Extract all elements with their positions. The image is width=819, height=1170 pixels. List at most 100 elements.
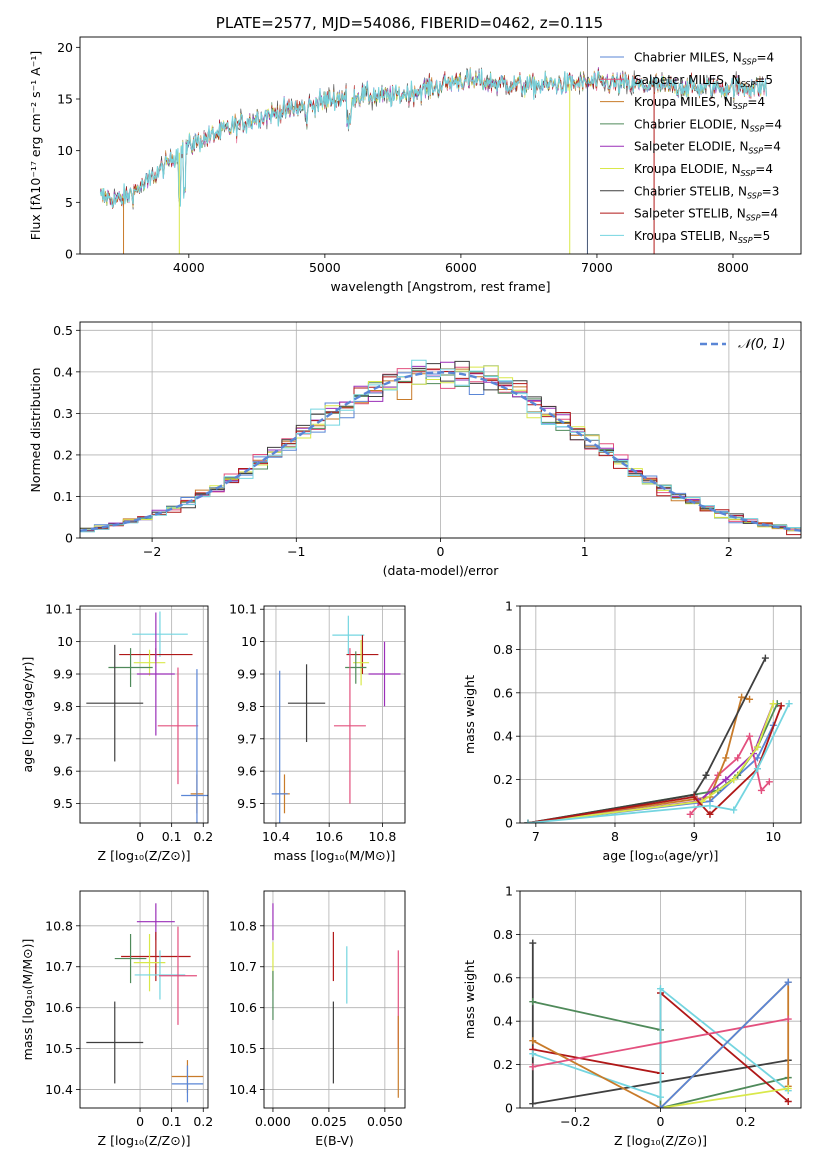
x-tick-label: 0.2 bbox=[193, 829, 213, 844]
y-tick-label: 10.7 bbox=[45, 959, 73, 974]
legend-n-value: 3 bbox=[772, 184, 780, 198]
x-axis-label: wavelength [Angstrom, rest frame] bbox=[330, 279, 550, 294]
y-tick-label: 0 bbox=[65, 247, 73, 262]
weight-marker bbox=[765, 778, 773, 786]
legend-name: Salpeter MILES bbox=[634, 73, 724, 87]
y-tick-label: 0.3 bbox=[53, 406, 73, 421]
x-tick-label: −2 bbox=[143, 544, 161, 559]
y-tick-label: 10.8 bbox=[45, 918, 73, 933]
y-tick-label: 0.1 bbox=[53, 489, 73, 504]
y-axis-label: mass weight bbox=[462, 675, 477, 754]
x-tick-label: 0.1 bbox=[162, 829, 182, 844]
x-tick-label: 7 bbox=[532, 829, 540, 844]
y-axis-label: age [log₁₀(age/yr)] bbox=[20, 657, 35, 773]
plot-area bbox=[271, 615, 401, 823]
weight-series bbox=[532, 1018, 789, 1068]
x-tick-label: 0 bbox=[437, 544, 445, 559]
axes-frame bbox=[79, 36, 802, 255]
weight-marker bbox=[657, 1104, 664, 1108]
legend-name: Chabrier ELODIE bbox=[634, 117, 733, 131]
weight-marker bbox=[722, 776, 730, 784]
legend-label: Chabrier MILES, NSSP=4 bbox=[634, 51, 774, 67]
y-tick-label: 9.7 bbox=[237, 731, 257, 746]
weight-marker bbox=[524, 819, 532, 823]
legend-eq: = bbox=[760, 207, 770, 221]
errorbar-point bbox=[133, 933, 166, 992]
errorbar-point bbox=[133, 649, 166, 676]
x-tick-label: 0.2 bbox=[736, 1114, 756, 1129]
legend-sub: SSP bbox=[747, 191, 762, 200]
y-tick-label: 9.8 bbox=[237, 699, 257, 714]
y-tick-label: 9.6 bbox=[53, 764, 73, 779]
y-tick-label: 0.5 bbox=[53, 323, 73, 338]
weight-marker bbox=[706, 810, 714, 818]
spectrum-line bbox=[99, 68, 767, 208]
y-tick-label: 10 bbox=[241, 634, 257, 649]
y-tick-label: 5 bbox=[65, 195, 73, 210]
y-tick-label: 1 bbox=[505, 884, 513, 899]
legend-eq: = bbox=[755, 73, 765, 87]
legend-sep: , bbox=[724, 162, 732, 176]
x-axis-label: E(B-V) bbox=[315, 1133, 354, 1148]
legend-name: Kroupa STELIB bbox=[634, 229, 721, 243]
legend-eq: = bbox=[753, 229, 763, 243]
legend-label: Kroupa MILES, NSSP=4 bbox=[634, 95, 765, 111]
y-tick-label: 10.1 bbox=[229, 602, 257, 617]
errorbar-point bbox=[159, 926, 197, 1025]
y-tick-label: 0.2 bbox=[493, 1057, 513, 1072]
weight-marker bbox=[730, 806, 738, 814]
axes-frame bbox=[519, 890, 802, 1109]
legend-n-value: 4 bbox=[773, 140, 781, 154]
x-tick-label: 0.000 bbox=[255, 1114, 291, 1129]
y-tick-label: 10.4 bbox=[229, 1082, 257, 1097]
weight-marker bbox=[690, 793, 698, 801]
y-tick-label: 0.6 bbox=[493, 685, 513, 700]
chart-spectrum: 4000 5000 6000 7000 8000 0 5 10 15 20 wavelength [… bbox=[28, 36, 802, 294]
x-tick-label: 6000 bbox=[445, 260, 477, 275]
plot-area bbox=[524, 654, 793, 823]
legend-n: N bbox=[724, 95, 733, 109]
plot-area bbox=[272, 903, 399, 1098]
legend-name: Chabrier STELIB bbox=[634, 184, 730, 198]
legend-n: N bbox=[737, 207, 746, 221]
chart-residuals: −2 −1 0 1 2 0 0.1 0.2 0.3 0.4 0.5 (data-model)/erro… bbox=[28, 321, 802, 578]
legend-eq: = bbox=[764, 117, 774, 131]
weight-marker bbox=[738, 693, 746, 701]
x-axis-label: Z [log₁₀(Z/Z⊙)] bbox=[98, 848, 191, 863]
chart-mass-vs-ebv: 0.000 0.025 0.050 10.4 10.5 10.6 10.7 10.8 E(B-V… bbox=[229, 890, 406, 1148]
legend-eq: = bbox=[755, 162, 765, 176]
chart-weight-vs-Z: −0.2 0 0.2 0 0.2 0.4 0.6 0.8 1 Z [log₁₀(Z/Z⊙)] mas… bbox=[462, 884, 802, 1148]
y-axis-label: mass [log₁₀(M/M⊙)] bbox=[20, 939, 35, 1061]
errorbar-point bbox=[157, 667, 199, 785]
legend-sep: , bbox=[733, 117, 741, 131]
y-tick-label: 0.6 bbox=[493, 970, 513, 985]
x-tick-label: 0.025 bbox=[311, 1114, 347, 1129]
legend-n-value: 5 bbox=[763, 229, 771, 243]
y-tick-label: 10.5 bbox=[45, 1041, 73, 1056]
weight-marker bbox=[657, 985, 664, 993]
legend-sep: , bbox=[716, 95, 724, 109]
x-tick-label: 8000 bbox=[717, 260, 749, 275]
legend-sub: SSP bbox=[746, 214, 761, 223]
legend-n-value: 5 bbox=[765, 73, 773, 87]
legend-sep: , bbox=[721, 229, 729, 243]
chart-weight-vs-age: 7 8 9 10 0 0.2 0.4 0.6 0.8 1 age [log₁₀(age/yr)] ma… bbox=[462, 599, 802, 863]
axes-frame bbox=[79, 890, 209, 1109]
errorbar-point bbox=[271, 670, 288, 823]
x-tick-label: 10.4 bbox=[262, 829, 290, 844]
errorbar-point bbox=[132, 611, 188, 657]
y-tick-label: 9.6 bbox=[237, 764, 257, 779]
weight-marker bbox=[529, 1100, 537, 1108]
weight-marker bbox=[784, 1097, 792, 1105]
y-tick-label: 10.6 bbox=[229, 1000, 257, 1015]
axes-frame bbox=[79, 321, 802, 539]
legend-sub: SSP bbox=[748, 147, 763, 156]
x-tick-label: 10 bbox=[765, 829, 781, 844]
errorbar-point bbox=[345, 651, 367, 684]
figure-title: PLATE=2577, MJD=54086, FIBERID=0462, z=0… bbox=[216, 14, 603, 32]
y-tick-label: 10.7 bbox=[229, 959, 257, 974]
errorbar-point bbox=[121, 931, 191, 982]
legend-name: Salpeter STELIB bbox=[634, 207, 729, 221]
